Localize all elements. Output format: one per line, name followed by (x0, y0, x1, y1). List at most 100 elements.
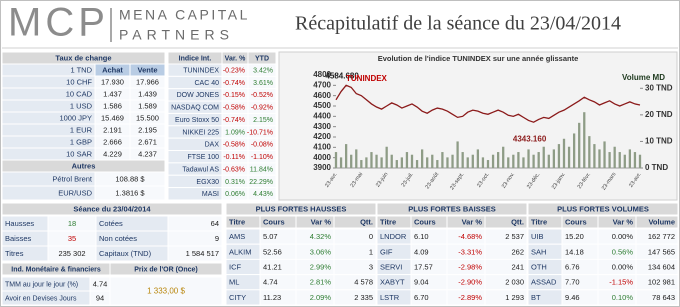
stock-value: 102 981 (648, 278, 675, 287)
column-header: Var. % (225, 55, 246, 62)
stock-value: -1.15% (609, 278, 633, 287)
column-header: 1 TND (70, 65, 92, 74)
column-header: Vente (137, 65, 157, 74)
stat-value: 1 584 517 (186, 249, 219, 258)
index-ytd: 3.61% (253, 80, 273, 87)
volume-bar (344, 144, 348, 168)
index-ytd: 22.29% (249, 179, 273, 186)
row-label: 1 USD (70, 101, 93, 110)
table-title: PLUS FORTES HAUSSES (256, 204, 347, 213)
table-cell (484, 215, 528, 229)
stock-value: -2.90% (458, 278, 482, 287)
volume-bar (567, 146, 571, 168)
volume-bar (623, 154, 626, 168)
column-header: Cours (263, 217, 285, 226)
legend-entry: TUNINDEX (346, 74, 388, 83)
volume-bar (405, 152, 409, 168)
tick-label: 3900 (313, 163, 331, 172)
rate: 2.191 (103, 125, 122, 134)
table-cell (94, 185, 166, 201)
gold-price: 1 333,00 $ (147, 287, 185, 296)
stock-value: 3.06% (310, 247, 332, 256)
stock-value: 11.23 (263, 293, 281, 302)
volume-bar (547, 154, 550, 168)
stock-value: 0 (369, 232, 373, 241)
stock-value: 2 030 (505, 278, 524, 287)
stock-value: 6.10 (414, 232, 429, 241)
rate: 17.966 (136, 77, 159, 86)
ticker: ICF (229, 262, 242, 271)
volume-bar (375, 154, 378, 168)
table-cell (1, 202, 223, 216)
tick-label: 4000 (313, 153, 331, 162)
column-header: Cours (414, 217, 436, 226)
volume-bar (603, 141, 606, 168)
column-header: YTD (255, 55, 269, 62)
stock-value: 5.07 (263, 232, 278, 241)
volume-bar (446, 157, 449, 168)
ticker: XABYT (380, 278, 405, 287)
row-label: Avoir en Devises Jours (5, 295, 77, 302)
stock-value: 1 (369, 247, 373, 256)
stock-value: 3 (369, 262, 373, 271)
row-label: Cotées (99, 219, 123, 228)
index-change: 1.09% (225, 129, 245, 136)
index-change: 0.31% (225, 179, 245, 186)
tick-label: 20 TND (645, 110, 673, 119)
rate: 1.589 (138, 101, 157, 110)
index-ytd: 11.84% (250, 166, 273, 173)
table-title: PLUS FORTES BAISSES (408, 204, 496, 213)
table-title: Ind. Monétaire & financiers (11, 266, 101, 273)
volume-bar (552, 149, 556, 168)
table-cell (247, 187, 277, 201)
volume-bar (628, 149, 632, 168)
volume-bar (557, 144, 561, 168)
column-header: Var % (613, 217, 634, 226)
volume-bar (613, 146, 616, 168)
column-header: Qtt. (360, 217, 373, 226)
column-header: Titre (229, 217, 245, 226)
stat-value: 235 302 (58, 249, 85, 258)
stock-value: 6.76 (565, 262, 580, 271)
stock-value: 241 (511, 262, 524, 271)
volume-bar (385, 146, 388, 168)
volume-bar (512, 154, 515, 168)
volume-bar (481, 157, 485, 168)
section-title: Autres (72, 161, 96, 170)
rate: 17.930 (101, 77, 124, 86)
table-cell (527, 202, 679, 216)
row-label: 1 EUR (70, 125, 93, 134)
chart-background (278, 51, 678, 201)
stock-value: 9.04 (414, 278, 429, 287)
stock-value: 4.32% (310, 232, 332, 241)
rate: 2.671 (138, 137, 157, 146)
index-ytd: -1.10% (251, 154, 273, 161)
brand-line: MENA CAPITAL (119, 7, 250, 23)
volume-bar (420, 149, 424, 168)
volume-bar (426, 157, 429, 168)
rate: 4.237 (138, 149, 157, 158)
volume-bar (502, 146, 505, 168)
index-change: -0.63% (223, 166, 245, 173)
stock-value: -3.31% (458, 247, 482, 256)
row-label: Pétrol Brent (52, 174, 93, 183)
index-ytd: 2.15% (253, 117, 273, 124)
column-header: Volume (648, 217, 675, 226)
row-label: EUR/USD (58, 188, 92, 197)
stat-value: 9 (215, 234, 219, 243)
volume-bar (456, 141, 459, 168)
stock-value: 17.57 (414, 262, 433, 271)
index-name: EGX30 (196, 179, 219, 186)
volume-bar (415, 160, 419, 168)
stock-value: 9.46 (565, 293, 580, 302)
volume-bar (476, 149, 480, 168)
index-change: -0.15% (223, 92, 245, 99)
table-cell (484, 289, 528, 306)
ticker: SERVI (380, 262, 402, 271)
volume-bar (522, 157, 525, 168)
tick-label: 4500 (313, 101, 331, 110)
table-cell (635, 215, 679, 229)
volume-bar (410, 154, 414, 168)
tick-label: 4800 (313, 70, 331, 79)
stock-value: 1 293 (505, 293, 524, 302)
